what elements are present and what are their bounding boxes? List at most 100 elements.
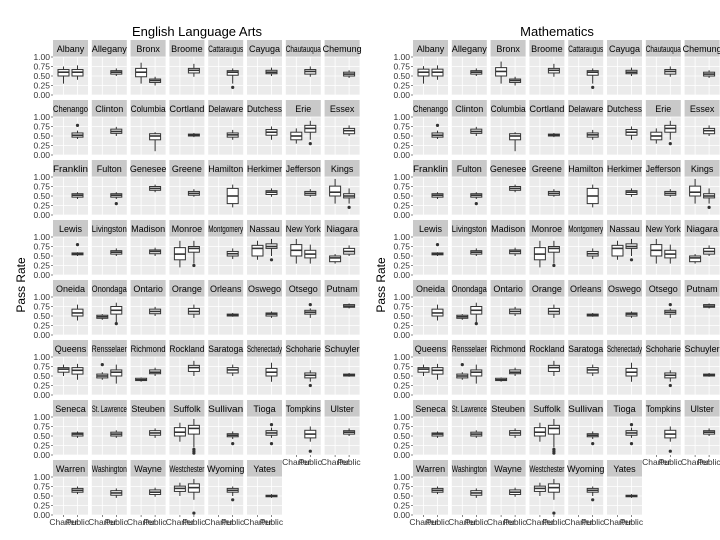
outlier-point <box>552 263 556 268</box>
x-tick-label: Public <box>144 517 168 527</box>
y-tick-label: 0.75 <box>33 62 50 72</box>
box-public <box>470 430 483 438</box>
facet-label: Seneca <box>55 404 86 414</box>
facet-label: Columbia <box>131 104 166 114</box>
facet-strip <box>91 400 127 417</box>
facet-strip <box>684 400 720 417</box>
facet-label: Albany <box>417 44 445 54</box>
box-public <box>664 189 677 197</box>
ela-panel: Ontario <box>130 280 166 336</box>
box-charter <box>96 372 109 380</box>
y-tick-label: 0.75 <box>33 302 50 312</box>
box-public <box>149 247 162 256</box>
box-public <box>625 238 638 256</box>
facet-strip <box>208 460 244 477</box>
outlier-point <box>75 123 80 127</box>
box-public <box>71 363 84 380</box>
facet-strip <box>529 100 565 117</box>
facet-label: Erie <box>655 104 671 114</box>
facet-strip <box>568 460 604 477</box>
facet-label: Livingston <box>92 224 127 234</box>
x-tick-label: Public <box>299 457 323 467</box>
box-public <box>586 68 599 84</box>
facet-strip <box>529 280 565 297</box>
ela-panel: Madison <box>130 220 166 276</box>
box-public <box>343 303 356 309</box>
box-public <box>187 63 200 77</box>
ela-panel: Schuyler <box>324 340 360 396</box>
facet-label: Sullivan <box>208 404 243 414</box>
ela-panel: Otsego <box>285 280 321 336</box>
facet-strip <box>324 400 360 417</box>
ela-panel: Suffolk <box>169 400 205 456</box>
ela-panel: Cortland <box>169 100 205 156</box>
facet-label: Warren <box>416 464 445 474</box>
box-public <box>71 65 84 80</box>
facet-strip <box>208 400 244 417</box>
y-tick-label: 0.75 <box>33 242 50 252</box>
box-public <box>304 308 317 318</box>
y-tick-label: 0.00 <box>33 450 50 460</box>
box-charter <box>495 377 508 382</box>
box-public <box>226 364 239 376</box>
facet-label: Yates <box>253 464 276 474</box>
facet-strip <box>451 280 487 297</box>
facet-strip <box>247 100 282 117</box>
box-public <box>343 188 356 204</box>
box-public <box>110 488 123 498</box>
box-public <box>664 66 677 77</box>
facet-strip <box>247 280 282 297</box>
y-tick-label: 1.00 <box>33 412 50 422</box>
box-public <box>187 132 200 138</box>
facet-strip <box>91 100 127 117</box>
ela-panel: Columbia <box>130 100 166 156</box>
facet-label: Allegany <box>92 44 127 54</box>
y-tick-label: 0.75 <box>33 122 50 132</box>
facet-strip <box>247 160 282 177</box>
box-public <box>470 488 483 498</box>
x-tick-label: Public <box>182 517 206 527</box>
box-public <box>265 188 278 197</box>
box-public <box>547 478 560 500</box>
facet-label: Schoharie <box>646 344 681 354</box>
facet-strip <box>607 160 642 177</box>
facet-strip <box>285 400 321 417</box>
facet-label: Rockland <box>169 344 204 354</box>
box-public <box>149 428 162 438</box>
facet-strip <box>568 280 604 297</box>
ela-panel: Sullivan <box>208 400 244 456</box>
math-panel: Chemung <box>683 40 720 96</box>
facet-strip <box>53 340 88 357</box>
facet-label: Westchester <box>169 464 204 474</box>
facet-strip <box>568 340 604 357</box>
box-iqr <box>329 185 342 197</box>
ela-panel: St. Lawrence <box>91 400 127 456</box>
facet-label: Tompkins <box>646 404 681 414</box>
outlier-point <box>269 423 274 427</box>
box-public <box>509 306 522 316</box>
outlier-point <box>114 202 118 206</box>
facet-label: Otsego <box>649 284 678 294</box>
box-public <box>547 63 560 77</box>
facet-strip <box>645 40 681 57</box>
facet-strip <box>607 400 642 417</box>
box-public <box>470 126 483 136</box>
facet-label: Dutchess <box>247 104 282 114</box>
box-charter <box>329 254 342 264</box>
y-tick-label: 1.00 <box>33 472 50 482</box>
facet-strip <box>130 40 166 57</box>
facet-label: Wyoming <box>567 464 604 474</box>
math-panel: Schoharie <box>645 340 681 396</box>
ela-panel: Genesee <box>130 160 166 216</box>
box-public <box>343 428 356 436</box>
y-tick-label: 0.00 <box>393 450 410 460</box>
box-charter <box>173 240 186 268</box>
box-public <box>304 120 317 140</box>
box-public <box>703 125 716 136</box>
facet-strip <box>169 40 205 57</box>
